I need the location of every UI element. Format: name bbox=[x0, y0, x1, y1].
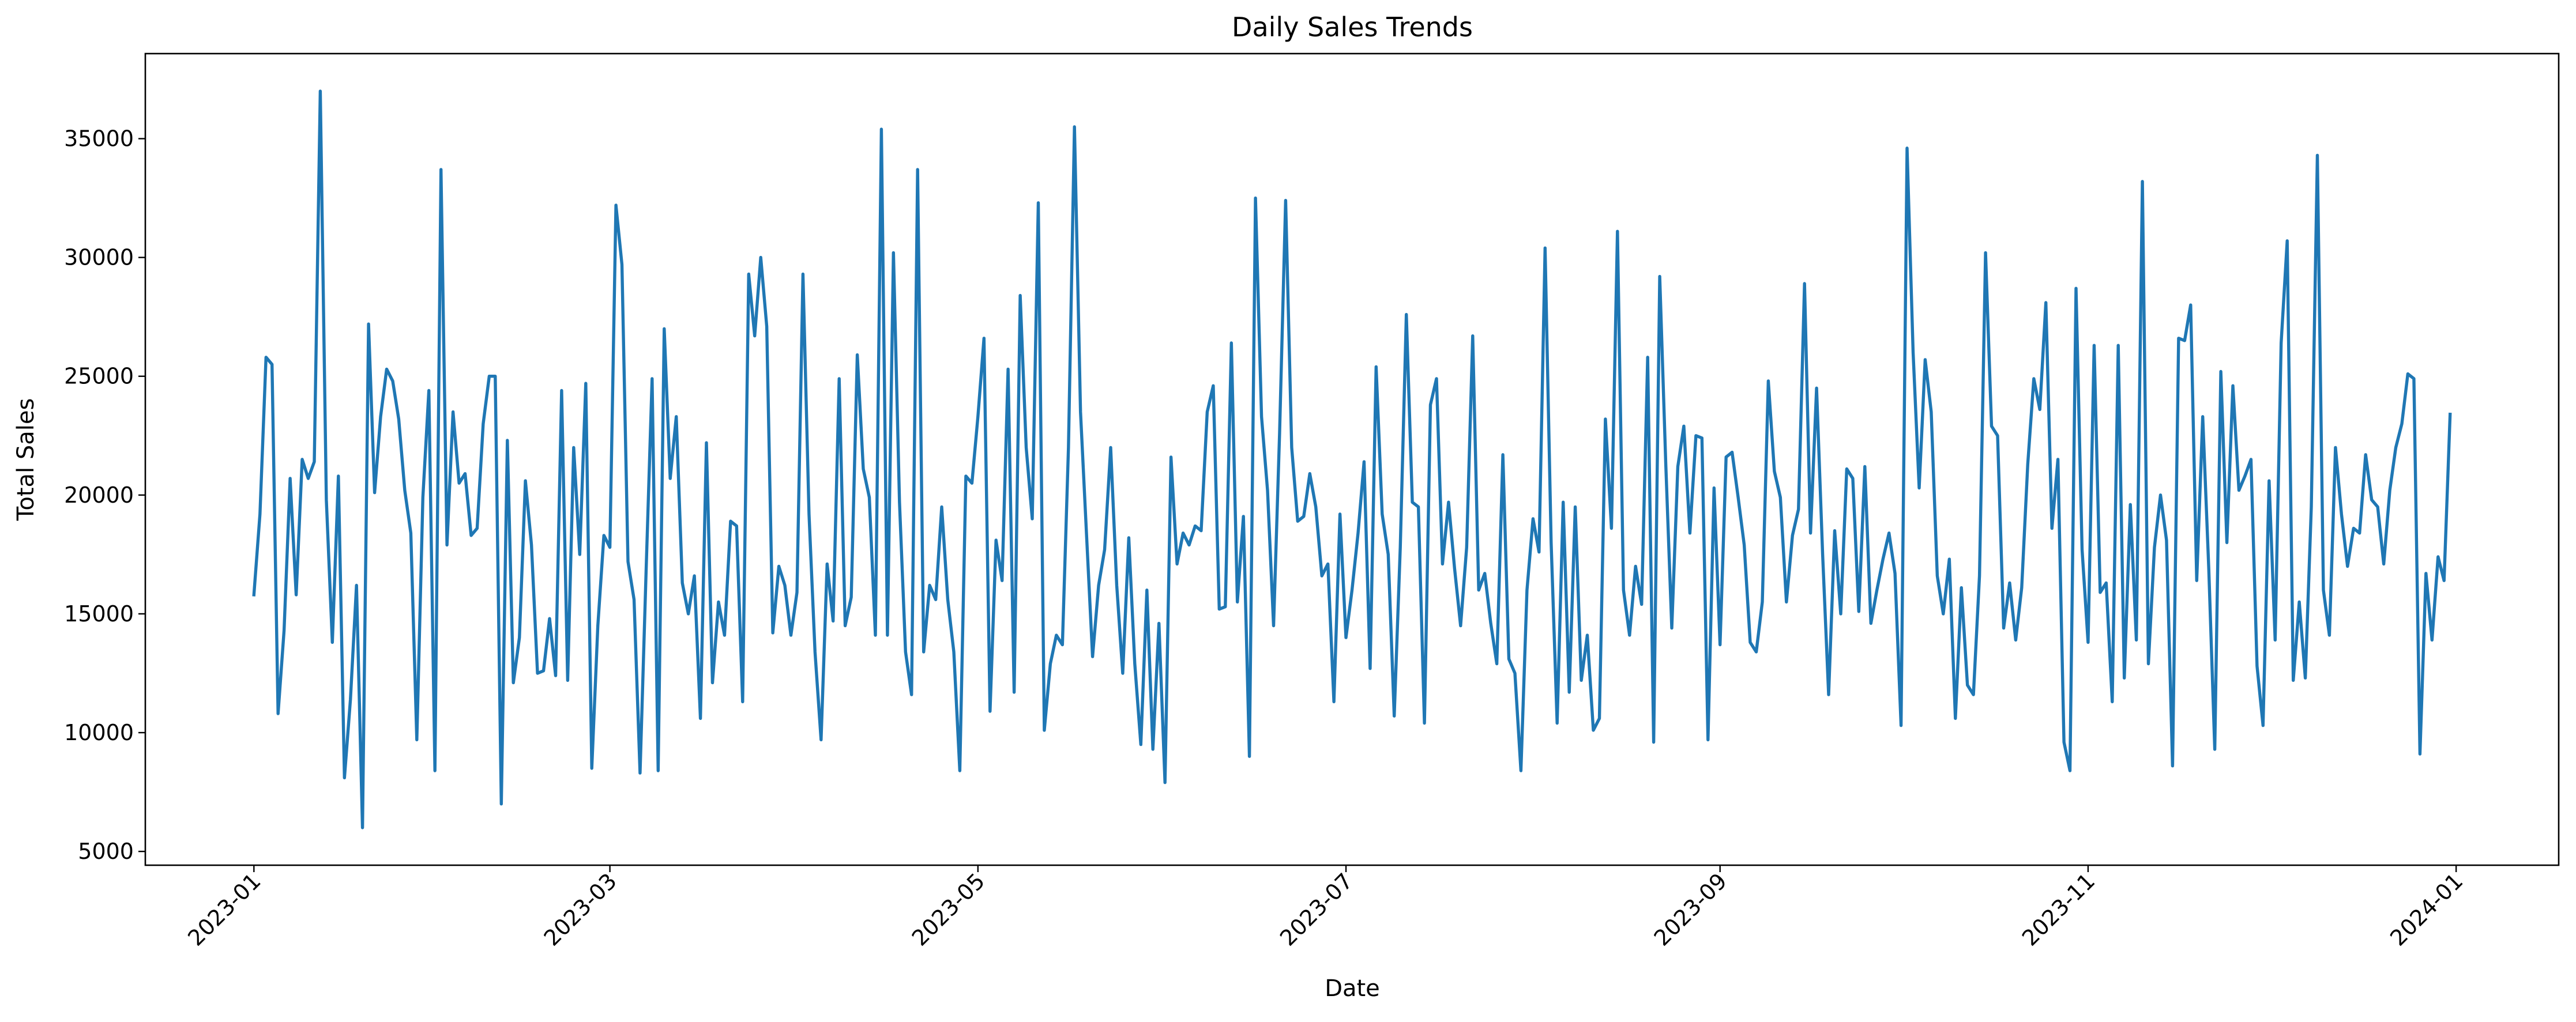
y-tick-label: 25000 bbox=[64, 364, 134, 389]
series-layer bbox=[252, 89, 2452, 829]
chart-title: Daily Sales Trends bbox=[1232, 12, 1473, 43]
y-tick-label: 10000 bbox=[64, 720, 134, 745]
y-tick-label: 20000 bbox=[64, 482, 134, 508]
y-tick-label: 30000 bbox=[64, 245, 134, 270]
plot-frame bbox=[144, 52, 2560, 866]
y-tick-label: 5000 bbox=[78, 839, 134, 864]
series-line bbox=[252, 89, 2452, 829]
y-tick-label: 15000 bbox=[64, 601, 134, 627]
y-tick-label: 35000 bbox=[64, 126, 134, 152]
y-axis-ticks: 5000 10000 15000 20000 25000 30000 35000 bbox=[64, 126, 145, 864]
x-axis-label: Date bbox=[1325, 975, 1380, 1002]
y-axis-label: Total Sales bbox=[13, 398, 39, 522]
